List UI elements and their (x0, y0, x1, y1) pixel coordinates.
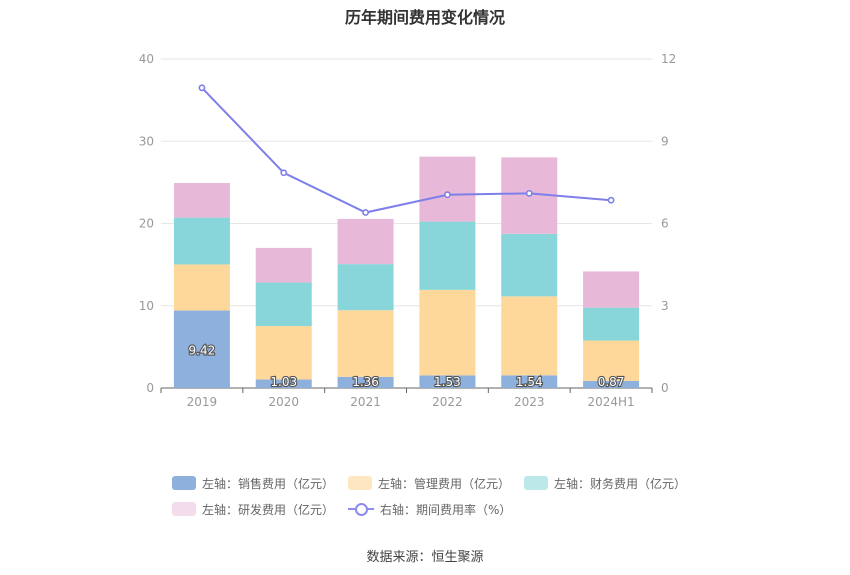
data-label: 9.42 (189, 343, 216, 357)
y-right-tick-label: 3 (661, 299, 669, 313)
bar-segment-4 (583, 271, 640, 308)
line-point (280, 169, 288, 177)
legend-label-sales: 左轴：销售费用（亿元） (202, 476, 335, 491)
chart-area: 0 10 20 30 40 0 3 6 9 12 2019 9.42 2020 1.03 2021 1.36 2… (139, 52, 677, 409)
data-source: 数据来源：恒生聚源 (366, 550, 484, 565)
bar-segment-3 (337, 264, 394, 311)
y-right-tick-label: 0 (661, 381, 669, 395)
legend-swatch-sales (172, 476, 196, 490)
legend-row-1: 左轴：销售费用（亿元） 左轴：管理费用（亿元） 左轴：财务费用（亿元） (172, 472, 692, 494)
bar-segment-4 (255, 247, 312, 283)
legend-swatch-finance (524, 476, 549, 490)
data-label: 1.53 (434, 375, 461, 389)
bar-segment-2 (583, 340, 640, 381)
legend-row-2: 左轴：研发费用（亿元） 右轴：期间费用率（%） (172, 498, 692, 520)
bar-segment-2 (255, 326, 312, 380)
line-point (198, 84, 206, 92)
bar-segment-2 (337, 310, 394, 377)
chart-title: 历年期间费用变化情况 (344, 8, 505, 27)
bar-segment-4 (337, 218, 394, 265)
bar-segment-1 (255, 379, 312, 388)
legend: 左轴：销售费用（亿元） 左轴：管理费用（亿元） 左轴：财务费用（亿元） 左轴：研… (172, 472, 692, 524)
legend-item-rate[interactable]: 右轴：期间费用率（%） (348, 501, 511, 518)
bar-segment-4 (173, 183, 230, 218)
x-tick-label: 2020 (268, 395, 299, 409)
bar-segment-2 (501, 296, 558, 376)
bar-segment-3 (501, 233, 558, 297)
bar-segment-1 (173, 310, 230, 388)
legend-label-admin: 左轴：管理费用（亿元） (378, 476, 511, 491)
line-point (607, 196, 615, 204)
bar-segment-2 (419, 289, 476, 376)
bar-segment-1 (337, 376, 394, 388)
x-tick-label: 2022 (432, 395, 463, 409)
x-tick-label: 2019 (187, 395, 218, 409)
legend-swatch-rd (172, 502, 196, 516)
y-right-tick-label: 12 (661, 52, 676, 66)
line-point (362, 209, 369, 216)
legend-item-finance[interactable]: 左轴：财务费用（亿元） (524, 475, 686, 492)
y-left-tick-label: 40 (139, 52, 154, 66)
bar-segment-1 (501, 375, 558, 388)
bar-segment-1 (419, 375, 476, 388)
bar-segment-1 (583, 380, 640, 388)
y-right-tick-label: 6 (661, 217, 669, 231)
line-point (444, 191, 451, 199)
bar-segment-4 (419, 156, 476, 222)
legend-item-rd[interactable]: 左轴：研发费用（亿元） (172, 501, 334, 518)
x-tick-label: 2023 (514, 395, 545, 409)
legend-item-sales[interactable]: 左轴：销售费用（亿元） (172, 475, 334, 492)
data-label: 1.36 (352, 375, 379, 389)
y-left-tick-label: 20 (139, 217, 154, 231)
y-left-tick-label: 10 (139, 299, 154, 313)
y-right-tick-label: 9 (661, 134, 669, 148)
series-line-rate (201, 87, 612, 214)
data-label: 1.54 (516, 375, 543, 389)
data-label: 1.03 (270, 375, 297, 389)
legend-label-finance: 左轴：财务费用（亿元） (554, 476, 687, 491)
legend-label-rate: 右轴：期间费用率（%） (380, 502, 512, 517)
bar-segment-3 (419, 221, 476, 290)
legend-item-admin[interactable]: 左轴：管理费用（亿元） (348, 475, 510, 492)
y-left-tick-label: 30 (139, 134, 154, 148)
y-left-tick-label: 0 (146, 381, 154, 395)
x-tick-label: 2021 (350, 395, 381, 409)
x-tick-label: 2024H1 (587, 395, 634, 409)
bar-segment-2 (173, 264, 230, 311)
data-label: 0.87 (598, 375, 625, 389)
bar-segment-3 (583, 307, 640, 341)
legend-swatch-admin (348, 476, 373, 490)
legend-label-rd: 左轴：研发费用（亿元） (202, 502, 335, 517)
legend-swatch-rate (348, 502, 375, 516)
bar-segment-3 (173, 217, 230, 265)
bar-segment-3 (255, 282, 312, 327)
line-point (525, 189, 533, 197)
